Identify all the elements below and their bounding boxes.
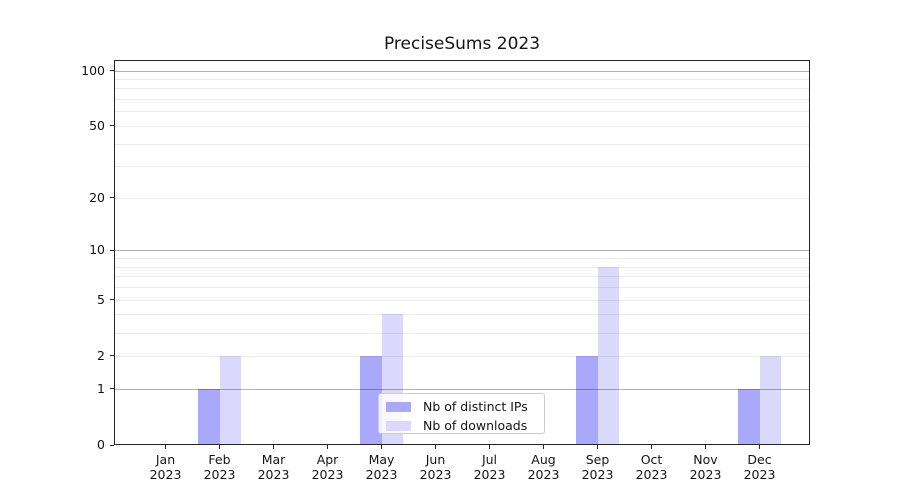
gridline-minor bbox=[115, 125, 809, 127]
y-tick-label: 1 bbox=[97, 380, 105, 396]
gridline-minor bbox=[115, 299, 809, 301]
x-tick-mark bbox=[759, 445, 760, 449]
bar-distinct-ips bbox=[198, 388, 220, 444]
gridline-minor bbox=[115, 197, 809, 199]
x-tick-mark bbox=[273, 445, 274, 449]
x-tick-label: Aug 2023 bbox=[527, 452, 560, 482]
x-tick-label: Nov 2023 bbox=[689, 452, 722, 482]
x-tick-label: Oct 2023 bbox=[635, 452, 668, 482]
x-tick-label: Jul 2023 bbox=[473, 452, 506, 482]
bar-downloads bbox=[759, 355, 781, 444]
gridline-minor bbox=[115, 88, 809, 90]
y-tick-label: 10 bbox=[89, 242, 105, 258]
plot-area bbox=[114, 60, 810, 445]
x-tick-mark bbox=[435, 445, 436, 449]
x-tick-mark bbox=[543, 445, 544, 449]
gridline-minor bbox=[115, 314, 809, 316]
x-tick-label: Feb 2023 bbox=[203, 452, 236, 482]
gridline-minor bbox=[115, 258, 809, 260]
y-tick-mark bbox=[110, 125, 114, 127]
y-tick-mark bbox=[110, 355, 114, 357]
y-tick-mark bbox=[110, 388, 114, 390]
legend-entry-distinct-ips: Nb of distinct IPs bbox=[386, 399, 536, 415]
gridline-minor bbox=[115, 355, 809, 357]
y-tick-label: 20 bbox=[89, 189, 105, 205]
legend-swatch-distinct-ips bbox=[386, 402, 411, 412]
y-tick-mark bbox=[110, 197, 114, 199]
x-tick-label: Sep 2023 bbox=[581, 452, 614, 482]
x-tick-mark bbox=[327, 445, 328, 449]
bar-downloads bbox=[597, 266, 619, 444]
gridline-major bbox=[115, 70, 809, 72]
x-tick-label: Jun 2023 bbox=[419, 452, 452, 482]
x-tick-label: May 2023 bbox=[365, 452, 398, 482]
x-tick-label: Apr 2023 bbox=[311, 452, 344, 482]
gridline-minor bbox=[115, 143, 809, 145]
x-tick-mark bbox=[489, 445, 490, 449]
x-tick-mark bbox=[597, 445, 598, 449]
y-tick-mark bbox=[110, 444, 114, 446]
y-tick-mark bbox=[110, 249, 114, 251]
bar-distinct-ips bbox=[576, 355, 598, 444]
bar-downloads bbox=[219, 355, 241, 444]
gridline-major bbox=[115, 388, 809, 390]
gridline-minor bbox=[115, 287, 809, 289]
legend-swatch-downloads bbox=[386, 421, 411, 431]
gridline-minor bbox=[115, 276, 809, 278]
x-tick-mark bbox=[651, 445, 652, 449]
x-tick-mark bbox=[219, 445, 220, 449]
legend-label-downloads: Nb of downloads bbox=[423, 418, 528, 433]
gridline-minor bbox=[115, 332, 809, 334]
x-tick-mark bbox=[381, 445, 382, 449]
legend-entry-downloads: Nb of downloads bbox=[386, 418, 536, 434]
y-tick-label: 2 bbox=[97, 347, 105, 363]
gridline-minor bbox=[115, 111, 809, 113]
x-tick-label: Mar 2023 bbox=[257, 452, 290, 482]
x-tick-mark bbox=[165, 445, 166, 449]
bar-distinct-ips bbox=[360, 355, 382, 444]
x-tick-label: Dec 2023 bbox=[743, 452, 776, 482]
x-tick-mark bbox=[705, 445, 706, 449]
bar-distinct-ips bbox=[738, 388, 760, 444]
legend: Nb of distinct IPs Nb of downloads bbox=[378, 393, 545, 434]
y-tick-label: 100 bbox=[81, 62, 105, 78]
y-tick-label: 5 bbox=[97, 291, 105, 307]
y-tick-label: 50 bbox=[89, 117, 105, 133]
gridline-minor bbox=[115, 166, 809, 168]
gridline-minor bbox=[115, 78, 809, 80]
gridline-major bbox=[115, 250, 809, 252]
y-tick-label: 0 bbox=[97, 437, 105, 452]
y-tick-mark bbox=[110, 299, 114, 301]
legend-label-distinct-ips: Nb of distinct IPs bbox=[423, 399, 528, 414]
y-tick-mark bbox=[110, 70, 114, 72]
gridline-minor bbox=[115, 266, 809, 268]
gridline-minor bbox=[115, 99, 809, 101]
x-tick-label: Jan 2023 bbox=[149, 452, 182, 482]
chart-title: PreciseSums 2023 bbox=[383, 34, 541, 54]
